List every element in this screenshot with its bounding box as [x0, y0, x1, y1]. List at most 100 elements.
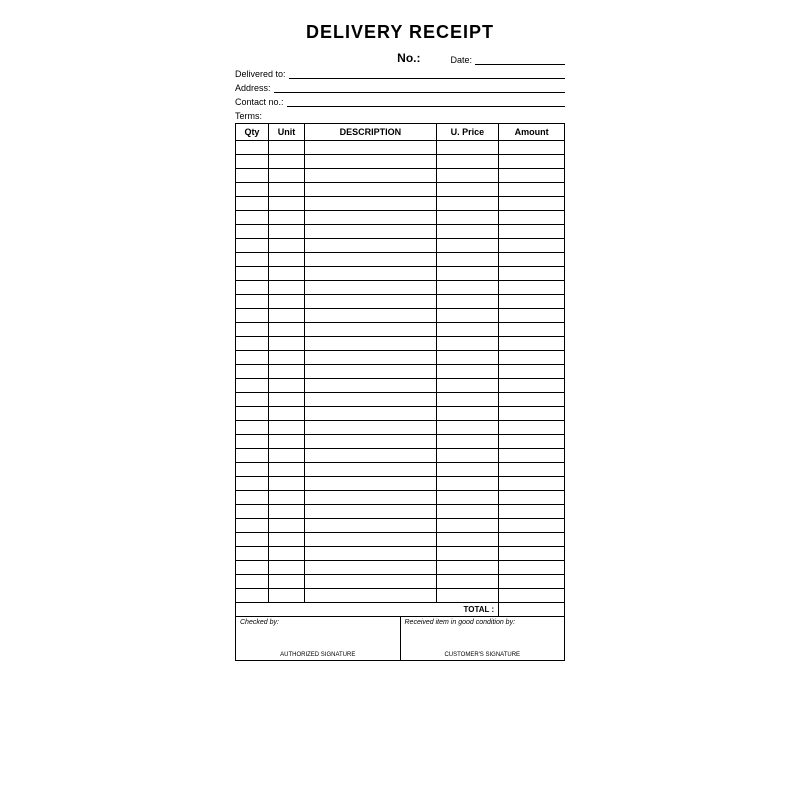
table-cell[interactable] [236, 435, 269, 449]
table-cell[interactable] [499, 253, 565, 267]
table-cell[interactable] [499, 197, 565, 211]
table-cell[interactable] [305, 589, 437, 603]
table-cell[interactable] [436, 155, 499, 169]
table-cell[interactable] [305, 351, 437, 365]
table-cell[interactable] [268, 253, 304, 267]
table-cell[interactable] [236, 407, 269, 421]
table-cell[interactable] [305, 449, 437, 463]
table-cell[interactable] [436, 239, 499, 253]
table-cell[interactable] [268, 267, 304, 281]
table-cell[interactable] [499, 183, 565, 197]
table-cell[interactable] [436, 505, 499, 519]
table-cell[interactable] [268, 309, 304, 323]
table-cell[interactable] [268, 183, 304, 197]
table-cell[interactable] [499, 505, 565, 519]
table-cell[interactable] [499, 155, 565, 169]
table-cell[interactable] [499, 239, 565, 253]
table-cell[interactable] [499, 533, 565, 547]
table-cell[interactable] [436, 351, 499, 365]
table-cell[interactable] [305, 365, 437, 379]
table-cell[interactable] [268, 239, 304, 253]
table-cell[interactable] [268, 295, 304, 309]
table-cell[interactable] [236, 253, 269, 267]
table-cell[interactable] [436, 547, 499, 561]
table-cell[interactable] [305, 547, 437, 561]
table-cell[interactable] [268, 407, 304, 421]
table-cell[interactable] [268, 463, 304, 477]
table-cell[interactable] [236, 281, 269, 295]
table-cell[interactable] [268, 379, 304, 393]
table-cell[interactable] [499, 267, 565, 281]
table-cell[interactable] [499, 589, 565, 603]
table-cell[interactable] [305, 477, 437, 491]
table-cell[interactable] [268, 351, 304, 365]
table-cell[interactable] [499, 337, 565, 351]
table-cell[interactable] [236, 393, 269, 407]
table-cell[interactable] [305, 225, 437, 239]
table-cell[interactable] [499, 365, 565, 379]
table-cell[interactable] [436, 421, 499, 435]
table-cell[interactable] [436, 393, 499, 407]
table-cell[interactable] [436, 281, 499, 295]
table-cell[interactable] [236, 239, 269, 253]
table-cell[interactable] [436, 211, 499, 225]
table-cell[interactable] [436, 169, 499, 183]
date-value[interactable] [475, 54, 565, 65]
table-cell[interactable] [305, 491, 437, 505]
delivered-to-value[interactable] [289, 69, 565, 79]
table-cell[interactable] [236, 379, 269, 393]
table-cell[interactable] [236, 449, 269, 463]
table-cell[interactable] [436, 589, 499, 603]
table-cell[interactable] [268, 561, 304, 575]
table-cell[interactable] [268, 365, 304, 379]
table-cell[interactable] [305, 323, 437, 337]
table-cell[interactable] [436, 561, 499, 575]
table-cell[interactable] [436, 267, 499, 281]
table-cell[interactable] [305, 183, 437, 197]
table-cell[interactable] [499, 211, 565, 225]
table-cell[interactable] [268, 589, 304, 603]
table-cell[interactable] [268, 477, 304, 491]
table-cell[interactable] [436, 463, 499, 477]
table-cell[interactable] [499, 561, 565, 575]
table-cell[interactable] [436, 519, 499, 533]
table-cell[interactable] [436, 337, 499, 351]
table-cell[interactable] [436, 379, 499, 393]
table-cell[interactable] [499, 491, 565, 505]
table-cell[interactable] [436, 253, 499, 267]
table-cell[interactable] [499, 407, 565, 421]
table-cell[interactable] [236, 491, 269, 505]
table-cell[interactable] [436, 407, 499, 421]
table-cell[interactable] [436, 449, 499, 463]
table-cell[interactable] [305, 253, 437, 267]
table-cell[interactable] [268, 575, 304, 589]
total-value[interactable] [499, 603, 565, 617]
table-cell[interactable] [436, 309, 499, 323]
table-cell[interactable] [236, 589, 269, 603]
table-cell[interactable] [305, 239, 437, 253]
table-cell[interactable] [268, 169, 304, 183]
table-cell[interactable] [499, 449, 565, 463]
table-cell[interactable] [236, 561, 269, 575]
table-cell[interactable] [436, 435, 499, 449]
table-cell[interactable] [236, 337, 269, 351]
table-cell[interactable] [268, 491, 304, 505]
table-cell[interactable] [268, 435, 304, 449]
table-cell[interactable] [305, 211, 437, 225]
table-cell[interactable] [305, 141, 437, 155]
table-cell[interactable] [268, 337, 304, 351]
table-cell[interactable] [236, 323, 269, 337]
table-cell[interactable] [436, 477, 499, 491]
table-cell[interactable] [499, 295, 565, 309]
table-cell[interactable] [305, 393, 437, 407]
table-cell[interactable] [305, 421, 437, 435]
table-cell[interactable] [305, 295, 437, 309]
table-cell[interactable] [236, 351, 269, 365]
table-cell[interactable] [305, 575, 437, 589]
table-cell[interactable] [436, 575, 499, 589]
table-cell[interactable] [436, 491, 499, 505]
table-cell[interactable] [436, 365, 499, 379]
table-cell[interactable] [499, 421, 565, 435]
table-cell[interactable] [236, 295, 269, 309]
table-cell[interactable] [499, 435, 565, 449]
